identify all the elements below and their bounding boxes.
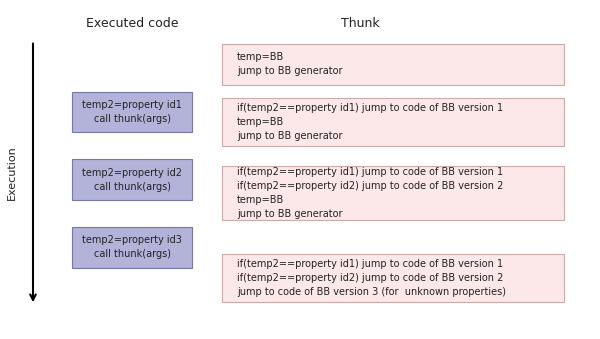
FancyBboxPatch shape: [222, 98, 564, 146]
FancyBboxPatch shape: [72, 159, 192, 200]
Text: temp2=property id2
call thunk(args): temp2=property id2 call thunk(args): [82, 168, 182, 192]
Text: temp2=property id1
call thunk(args): temp2=property id1 call thunk(args): [82, 100, 182, 124]
FancyBboxPatch shape: [222, 44, 564, 85]
Text: if(temp2==property id1) jump to code of BB version 1
if(temp2==property id2) jum: if(temp2==property id1) jump to code of …: [237, 167, 503, 219]
FancyBboxPatch shape: [222, 254, 564, 302]
Text: if(temp2==property id1) jump to code of BB version 1
temp=BB
jump to BB generato: if(temp2==property id1) jump to code of …: [237, 103, 503, 141]
Text: Thunk: Thunk: [341, 17, 379, 30]
FancyBboxPatch shape: [72, 227, 192, 268]
Text: Execution: Execution: [7, 145, 17, 200]
Text: if(temp2==property id1) jump to code of BB version 1
if(temp2==property id2) jum: if(temp2==property id1) jump to code of …: [237, 259, 506, 297]
Text: temp2=property id3
call thunk(args): temp2=property id3 call thunk(args): [82, 236, 182, 259]
Text: Executed code: Executed code: [86, 17, 178, 30]
FancyBboxPatch shape: [72, 92, 192, 132]
FancyBboxPatch shape: [222, 166, 564, 220]
Text: temp=BB
jump to BB generator: temp=BB jump to BB generator: [237, 53, 343, 76]
